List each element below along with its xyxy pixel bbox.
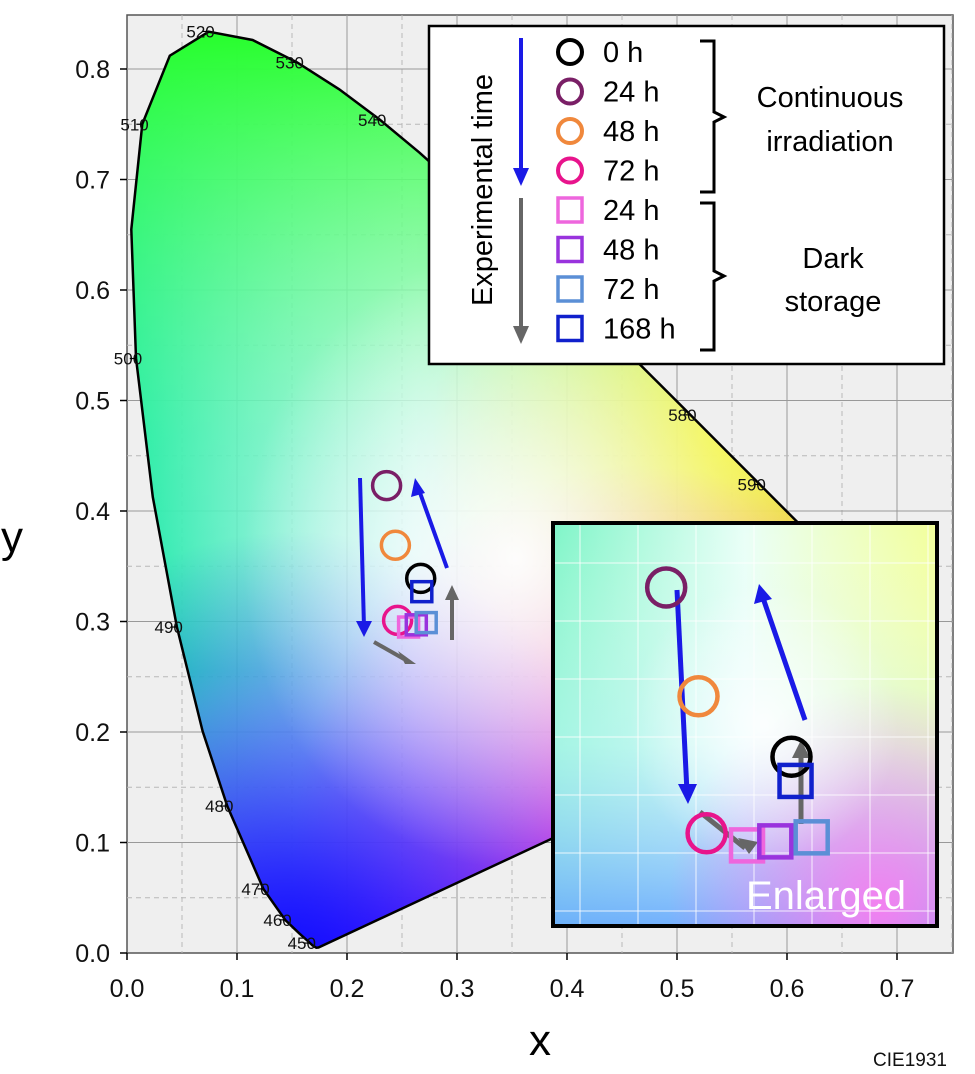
legend-marker-circle — [556, 156, 584, 185]
y-axis-title: y — [1, 513, 23, 562]
x-tick-label: 0.4 — [550, 975, 585, 1003]
wavelength-label-520: 520 — [186, 22, 214, 41]
marker-square-72h — [414, 610, 438, 635]
y-tick-label: 0.6 — [75, 277, 110, 305]
x-axis-title: x — [529, 1016, 551, 1065]
legend-label: 48 h — [603, 235, 659, 267]
wavelength-label-500: 500 — [114, 350, 142, 369]
x-tick-label: 0.6 — [770, 975, 805, 1003]
group-dark-line2: storage — [785, 286, 882, 318]
wavelength-label-480: 480 — [205, 797, 233, 816]
wavelength-label-530: 530 — [276, 53, 304, 72]
group-dark-line1: Dark — [802, 243, 864, 275]
x-tick-label: 0.7 — [880, 975, 915, 1003]
legend-marker-circle — [556, 117, 584, 145]
x-tick-label: 0.1 — [220, 975, 255, 1003]
marker-circle-0h — [404, 562, 437, 595]
data-points — [370, 469, 438, 639]
group-continuous-line1: Continuous — [757, 82, 904, 114]
legend-label: 48 h — [603, 116, 659, 148]
y-tick-label: 0.2 — [75, 719, 110, 747]
group-continuous-line2: irradiation — [766, 126, 893, 158]
marker-circle-0h — [770, 735, 813, 778]
legend: Experimental time 0 h 24 h 48 h 72 h 24 h 48 … — [427, 24, 946, 366]
wavelength-label-540: 540 — [358, 111, 386, 130]
footer-standard: CIE1931 — [873, 1050, 947, 1071]
bracket-dark — [700, 201, 728, 352]
y-tick-label: 0.0 — [75, 940, 110, 968]
legend-marker-square — [556, 196, 584, 224]
y-tick-label: 0.4 — [75, 498, 110, 526]
wavelength-label-590: 590 — [738, 475, 766, 494]
y-tick-label: 0.5 — [75, 388, 110, 416]
legend-label: 24 h — [603, 195, 659, 227]
bracket-continuous — [700, 39, 728, 194]
marker-circle-48h — [677, 675, 720, 718]
marker-square-24h — [728, 827, 766, 864]
inset-label: Enlarged — [746, 874, 906, 918]
legend-marker-circle — [556, 38, 584, 66]
marker-circle-48h — [379, 529, 412, 562]
y-tick-label: 0.8 — [75, 56, 110, 84]
legend-marker-square — [556, 275, 584, 303]
marker-circle-24h — [370, 469, 403, 502]
x-tick-label: 0.0 — [110, 975, 145, 1003]
wavelength-label-470: 470 — [241, 880, 269, 899]
y-tick-label: 0.3 — [75, 609, 110, 637]
marker-square-168h — [410, 579, 434, 604]
trend-arrows-main — [356, 477, 459, 664]
wavelength-label-450: 450 — [288, 934, 316, 953]
inset-enlarged: Enlarged — [551, 521, 939, 928]
legend-marker-circle — [556, 77, 584, 106]
x-tick-label: 0.3 — [440, 975, 475, 1003]
wavelength-label-580: 580 — [668, 406, 696, 425]
wavelength-label-510: 510 — [120, 115, 148, 134]
legend-marker-square — [556, 314, 584, 343]
axis-ticks: 0.0 0.1 0.2 0.3 0.4 0.5 0.6 0.7 0.0 0.1 0.2 0.3 0.4 0… — [75, 56, 914, 1003]
legend-label: 0 h — [603, 37, 643, 69]
marker-square-168h — [777, 762, 814, 800]
y-tick-label: 0.7 — [75, 167, 110, 195]
legend-label: 72 h — [603, 274, 659, 306]
marker-square-48h — [757, 823, 794, 860]
legend-label: 72 h — [603, 156, 659, 188]
legend-label: 24 h — [603, 77, 659, 109]
x-tick-label: 0.5 — [660, 975, 695, 1003]
marker-square-24h — [396, 615, 421, 639]
marker-circle-24h — [644, 566, 688, 609]
marker-circle-72h — [685, 812, 728, 855]
x-tick-label: 0.2 — [330, 975, 365, 1003]
legend-side-label: Experimental time — [467, 74, 499, 306]
wavelength-label-460: 460 — [263, 911, 291, 930]
legend-marker-square — [556, 235, 584, 264]
y-tick-label: 0.1 — [75, 830, 110, 858]
legend-label: 168 h — [603, 314, 676, 346]
marker-square-72h — [793, 819, 830, 856]
wavelength-label-490: 490 — [155, 618, 183, 637]
